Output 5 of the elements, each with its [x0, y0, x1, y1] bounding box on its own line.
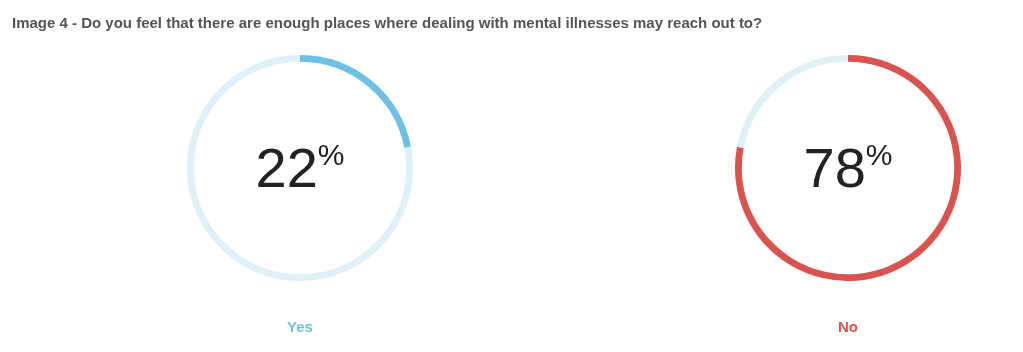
data-label: 78$^{%}$ — [803, 136, 893, 199]
chart-title: Image 4 - Do you feel that there are enough places where dealing with mental illnesses may reach out to? — [12, 14, 764, 31]
data-label: 22$^{%}$ — [255, 136, 345, 199]
text: No — [837, 318, 859, 335]
text: Yes — [286, 318, 314, 335]
